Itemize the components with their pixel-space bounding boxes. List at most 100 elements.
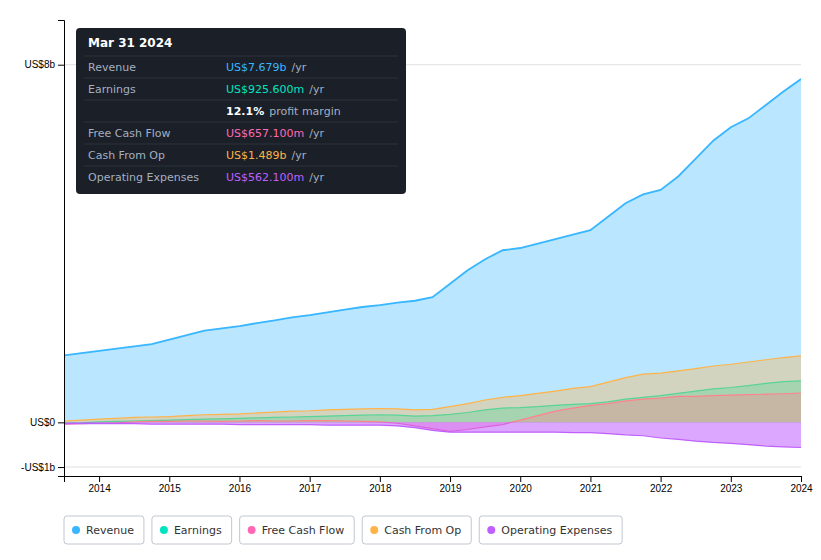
legend-swatch — [72, 526, 80, 534]
x-tick-label: 2020 — [510, 483, 533, 494]
info-separator — [84, 166, 398, 167]
info-separator — [84, 78, 398, 79]
x-tick: 2014 — [88, 476, 111, 494]
info-label: Earnings — [88, 83, 136, 96]
x-tick: 2016 — [229, 476, 252, 494]
x-tick-mark — [450, 476, 451, 482]
x-tick-mark — [239, 476, 240, 482]
info-separator — [84, 144, 398, 145]
x-axis: 2014 2015 2016 2017 2018 2019 2020 2021 2022 2023… — [65, 476, 814, 494]
info-label: Revenue — [88, 61, 136, 74]
y-tick-label: -US$1b — [21, 462, 55, 473]
x-tick: 2023 — [720, 476, 743, 494]
x-tick: 2022 — [650, 476, 673, 494]
info-value: US$562.100m — [226, 171, 304, 184]
y-tick: -US$1b — [21, 462, 64, 473]
legend-swatch — [370, 526, 378, 534]
x-tick-mark — [520, 476, 521, 482]
info-unit: /yr — [309, 171, 324, 184]
x-axis-line — [65, 477, 802, 483]
x-tick-label: 2017 — [299, 483, 322, 494]
x-tick-mark — [801, 476, 802, 482]
y-axis: -US$1b US$0 US$8b — [21, 21, 64, 477]
legend-item-border — [152, 516, 232, 544]
legend-item: Operating Expenses — [479, 516, 622, 544]
info-label: Free Cash Flow — [88, 127, 171, 140]
y-tick-mark — [58, 422, 64, 423]
legend-item: Revenue — [64, 516, 144, 544]
x-tick: 2017 — [299, 476, 322, 494]
x-tick-label: 2023 — [720, 483, 743, 494]
x-tick-label: 2024 — [790, 483, 813, 494]
info-box: Mar 31 2024 Revenue US$7.679b/yr Earnings US… — [76, 28, 406, 194]
legend-item: Earnings — [152, 516, 232, 544]
x-tick: 2018 — [369, 476, 392, 494]
x-tick-mark — [661, 476, 662, 482]
info-unit: /yr — [309, 83, 324, 96]
series-area — [64, 356, 801, 423]
legend-item-border — [64, 516, 144, 544]
legend-item-border — [362, 516, 471, 544]
info-unit: profit margin — [269, 105, 341, 118]
y-tick-mark — [58, 467, 64, 468]
x-tick-label: 2019 — [439, 483, 462, 494]
series-line — [64, 424, 801, 448]
x-tick-label: 2018 — [369, 483, 392, 494]
info-separator — [84, 122, 398, 123]
legend-swatch — [160, 526, 168, 534]
x-tick-mark — [590, 476, 591, 482]
info-box-background — [76, 28, 406, 194]
y-tick-label: US$0 — [30, 417, 55, 428]
y-tick: US$0 — [30, 417, 64, 428]
legend-item-border — [240, 516, 355, 544]
legend-item: Free Cash Flow — [240, 516, 355, 544]
legend-label: Revenue — [86, 524, 134, 537]
x-tick-mark — [169, 476, 170, 482]
legend-item: Cash From Op — [362, 516, 471, 544]
x-tick-label: 2021 — [580, 483, 603, 494]
x-tick: 2021 — [580, 476, 603, 494]
grid-line — [64, 467, 801, 468]
x-tick-label: 2014 — [88, 483, 111, 494]
x-tick: 2024 — [790, 476, 813, 494]
info-separator — [84, 56, 398, 57]
info-label: Cash From Op — [88, 149, 165, 162]
x-tick-mark — [380, 476, 381, 482]
legend-label: Free Cash Flow — [262, 524, 345, 537]
series-line — [64, 356, 801, 421]
info-label: Operating Expenses — [88, 171, 199, 184]
x-tick-mark — [99, 476, 100, 482]
y-tick-mark — [58, 65, 64, 66]
legend-label: Operating Expenses — [501, 524, 612, 537]
legend-swatch — [248, 526, 256, 534]
x-tick-label: 2016 — [229, 483, 252, 494]
info-value: 12.1% — [226, 105, 264, 118]
info-value: US$7.679b — [226, 61, 287, 74]
info-value: US$1.489b — [226, 149, 287, 162]
info-value: US$657.100m — [226, 127, 304, 140]
x-tick: 2019 — [439, 476, 462, 494]
chart-svg: 2014 2015 2016 2017 2018 2019 2020 2021 2022 2023… — [0, 0, 821, 560]
y-axis-line — [58, 21, 65, 477]
info-separator — [84, 100, 398, 101]
legend: Revenue Earnings Free Cash Flow Cash From O… — [64, 516, 622, 544]
x-tick-label: 2015 — [159, 483, 182, 494]
info-value: US$925.600m — [226, 83, 304, 96]
y-tick: US$8b — [24, 59, 64, 70]
info-unit: /yr — [309, 127, 324, 140]
x-tick-mark — [310, 476, 311, 482]
x-tick: 2020 — [510, 476, 533, 494]
info-unit: /yr — [292, 61, 307, 74]
legend-label: Earnings — [174, 524, 222, 537]
legend-swatch — [487, 526, 495, 534]
info-unit: /yr — [292, 149, 307, 162]
x-tick: 2015 — [159, 476, 182, 494]
x-tick-mark — [731, 476, 732, 482]
legend-item-border — [479, 516, 622, 544]
series-area — [64, 422, 801, 447]
x-tick-label: 2022 — [650, 483, 673, 494]
chart-container: 2014 2015 2016 2017 2018 2019 2020 2021 2022 2023… — [0, 0, 821, 560]
legend-label: Cash From Op — [384, 524, 461, 537]
chart-title: Mar 31 2024 — [88, 36, 172, 50]
y-tick-label: US$8b — [24, 59, 55, 70]
